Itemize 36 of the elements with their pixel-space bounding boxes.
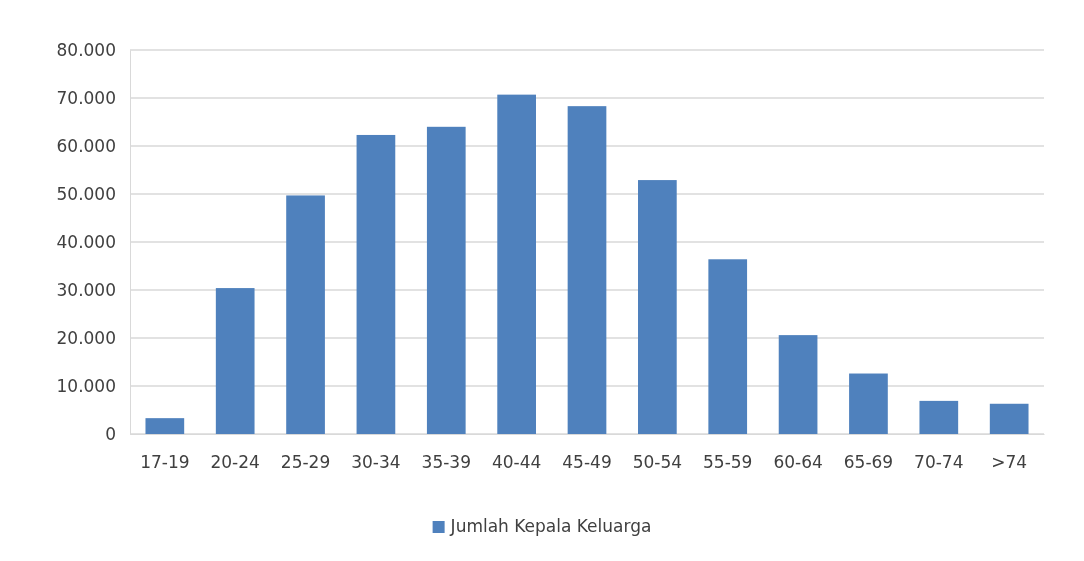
x-tick-label: 55-59 (703, 452, 753, 473)
bar (426, 126, 466, 434)
bar (286, 195, 325, 434)
bar (215, 288, 255, 434)
y-tick-label: 60.000 (56, 135, 116, 156)
y-tick-label: 80.000 (56, 39, 116, 60)
y-tick-label: 0 (105, 423, 116, 444)
x-tick-label: 65-69 (843, 452, 894, 473)
x-tick-label: 50-54 (632, 452, 683, 473)
x-tick-label: 17-19 (140, 452, 190, 473)
legend-label: Jumlah Kepala Keluarga (449, 516, 652, 536)
x-tick-label: 45-49 (562, 452, 612, 473)
y-tick-label: 20.000 (56, 327, 116, 348)
x-tick-label: 20-24 (210, 452, 260, 473)
bar (638, 180, 677, 434)
y-tick-label: 40.000 (56, 231, 116, 252)
y-tick-label: 10.000 (56, 375, 116, 396)
bar (356, 134, 396, 434)
x-tick-label: 35-39 (421, 452, 471, 473)
bar (778, 335, 818, 434)
y-tick-label: 50.000 (56, 183, 116, 204)
x-tick-label: 25-29 (280, 452, 331, 473)
bar (708, 259, 748, 434)
bar (919, 400, 959, 434)
bar (989, 403, 1029, 434)
x-tick-label: 60-64 (773, 452, 823, 473)
x-tick-label: 30-34 (351, 452, 401, 473)
x-tick-label: >74 (991, 452, 1028, 473)
x-tick-label: 40-44 (491, 452, 542, 473)
bar (849, 373, 888, 434)
y-tick-label: 30.000 (56, 279, 116, 300)
y-tick-label: 70.000 (56, 87, 116, 108)
bar (497, 94, 536, 434)
x-tick-label: 70-74 (914, 452, 964, 473)
bar (567, 106, 607, 434)
bar (145, 418, 185, 434)
